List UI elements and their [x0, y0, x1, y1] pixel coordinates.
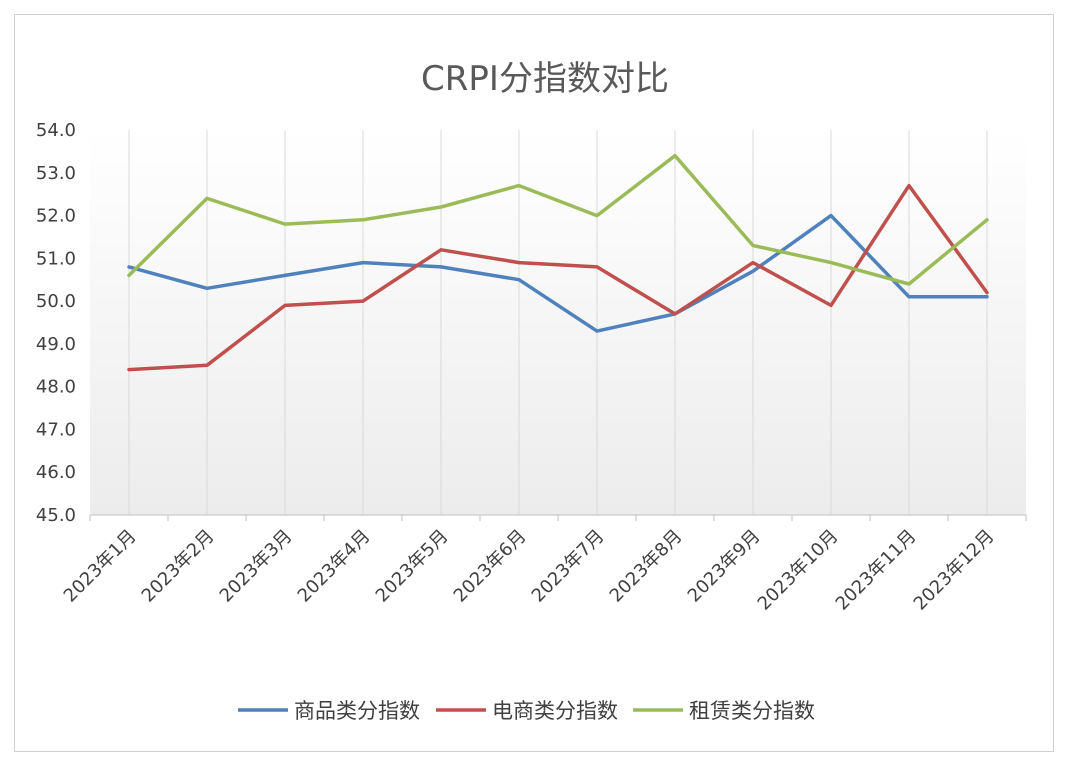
y-tick-label: 50.0 — [36, 291, 76, 312]
series-line — [127, 213, 989, 333]
y-tick-label: 47.0 — [36, 419, 76, 440]
y-tick-label: 45.0 — [36, 505, 76, 526]
x-tick-label: 2023年5月 — [372, 526, 453, 607]
legend: 商品类分指数 电商类分指数 租赁类分指数 — [238, 699, 815, 723]
legend-label: 电商类分指数 — [492, 699, 618, 723]
x-tick-label: 2023年4月 — [294, 526, 375, 607]
x-tick-label: 2023年6月 — [450, 526, 531, 607]
y-tick-label: 48.0 — [36, 377, 76, 398]
legend-label: 租赁类分指数 — [689, 699, 815, 723]
y-tick-label: 49.0 — [36, 334, 76, 355]
chart-title: CRPI分指数对比 — [421, 59, 669, 99]
plot-background — [90, 130, 1026, 515]
y-tick-label: 52.0 — [36, 206, 76, 227]
series-line — [127, 153, 989, 286]
x-tick-label: 2023年8月 — [606, 526, 687, 607]
y-tick-label: 53.0 — [36, 163, 76, 184]
x-tick-label: 2023年2月 — [138, 526, 219, 607]
y-tick-label: 54.0 — [36, 120, 76, 141]
x-tick-label: 2023年12月 — [910, 526, 999, 615]
legend-label: 商品类分指数 — [294, 699, 420, 723]
series-line — [127, 183, 989, 372]
y-tick-label: 51.0 — [36, 248, 76, 269]
plot-area: 54.0 53.0 52.0 51.0 50.0 49.0 48.0 47.0 46.0 45.0… — [36, 120, 1027, 615]
x-tick-label: 2023年1月 — [60, 526, 141, 607]
x-tick-label: 2023年7月 — [528, 526, 609, 607]
x-tick-label: 2023年9月 — [684, 526, 765, 607]
x-tick-label: 2023年11月 — [832, 526, 921, 615]
x-tick-label: 2023年10月 — [754, 526, 843, 615]
y-tick-label: 46.0 — [36, 462, 76, 483]
x-tick-label: 2023年3月 — [216, 526, 297, 607]
